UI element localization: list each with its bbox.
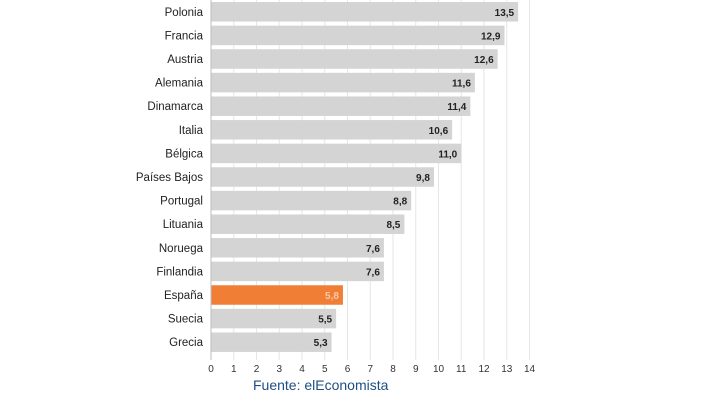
category-label: Francia [165,30,204,42]
value-label: 12,6 [474,55,494,66]
x-tick-label: 9 [413,364,419,375]
value-label: 11,4 [447,102,466,113]
x-tick-label: 14 [524,364,536,375]
bar [211,49,498,69]
category-label: Polonia [165,7,204,19]
x-tick-label: 12 [478,364,490,375]
bar [211,261,384,282]
bar [211,143,462,164]
source-note: Fuente: elEconomista [253,377,389,393]
x-tick-label: 2 [254,364,260,375]
value-label: 11,6 [452,79,471,90]
bar [211,285,343,305]
value-label: 5,5 [318,315,332,326]
x-tick-label: 6 [345,364,351,375]
x-tick-label: 10 [433,364,445,375]
x-tick-label: 8 [390,364,396,375]
x-tick-label: 4 [299,364,305,375]
bar [211,167,434,187]
x-tick-label: 7 [367,364,373,375]
category-label: Lituania [163,219,204,231]
category-label: Grecia [169,337,203,349]
category-label: Suecia [168,314,204,326]
category-label: Dinamarca [147,101,203,113]
bar [211,120,453,140]
bar [211,308,337,329]
value-label: 7,6 [366,244,380,255]
category-label: Finlandia [156,266,203,278]
value-label: 8,8 [393,197,407,208]
value-label: 9,8 [416,173,430,184]
value-label: 5,8 [325,291,339,302]
x-tick-label: 5 [322,364,328,375]
bar [211,214,405,234]
category-label: Noruega [159,243,204,255]
category-label: Italia [179,125,204,137]
value-label: 12,9 [481,31,501,42]
bar [211,190,412,211]
category-label: España [164,290,204,302]
bars: Polonia 13,5 Francia 12,9 Austria 12,6 Alemani… [136,2,519,352]
bar [211,72,475,93]
value-label: 11,0 [438,149,457,160]
bar [211,96,471,116]
x-tick-label: 1 [231,364,237,375]
x-tick-label: 0 [208,364,214,375]
category-label: Bélgica [165,148,203,160]
x-tick-label: 11 [456,364,467,375]
x-axis: 0 1 2 3 4 5 6 7 8 9 10 11 12 13 14 [208,0,535,375]
bar [211,2,519,22]
value-label: 7,6 [366,267,380,278]
category-label: Portugal [160,196,203,208]
category-label: Países Bajos [136,172,203,184]
x-tick-label: 13 [501,364,513,375]
bar [211,25,505,46]
category-label: Austria [167,54,203,66]
value-label: 8,5 [386,220,400,231]
x-tick-label: 3 [276,364,282,375]
value-label: 13,5 [495,8,515,19]
value-label: 10,6 [429,126,449,137]
value-label: 5,3 [314,338,328,349]
category-label: Alemania [155,78,204,90]
bar [211,332,332,352]
bar [211,238,384,258]
